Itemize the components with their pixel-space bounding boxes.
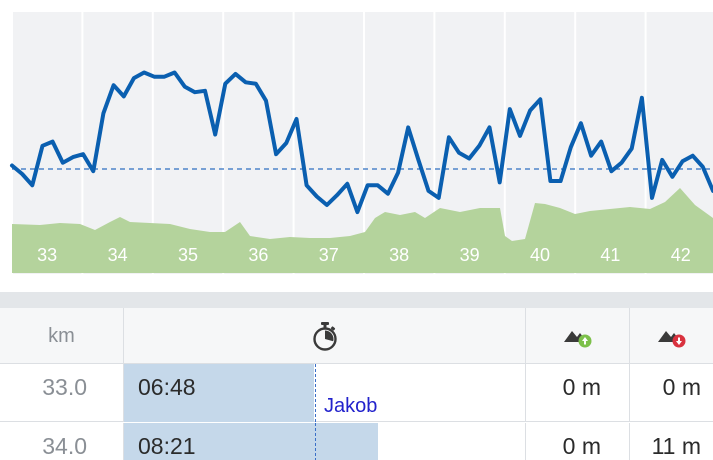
chart-table-divider <box>0 292 713 308</box>
km-axis-label: 35 <box>178 245 198 265</box>
time-cell: 08:21 <box>124 423 526 460</box>
km-value: 34.0 <box>42 433 87 459</box>
km-axis-label: 33 <box>37 245 57 265</box>
descent-value: 0 m <box>662 374 701 400</box>
ascent-cell: 0 m <box>526 364 630 422</box>
marker-label: Jakob <box>321 395 381 418</box>
marker-line <box>315 364 316 422</box>
descent-icon <box>657 331 685 348</box>
km-axis-label: 36 <box>248 245 268 265</box>
header-descent[interactable] <box>630 308 713 364</box>
km-axis-label: 41 <box>600 245 620 265</box>
header-km[interactable]: km <box>0 308 124 364</box>
km-cell: 33.0 <box>0 364 124 422</box>
km-axis-label: 38 <box>389 245 409 265</box>
km-cell: 34.0 <box>0 423 124 460</box>
pace-chart: 33 34 35 36 37 38 39 40 41 42 <box>10 12 713 274</box>
time-cell: 06:48 Jakob <box>124 364 526 422</box>
km-value: 33.0 <box>42 374 87 400</box>
header-ascent[interactable] <box>526 308 630 364</box>
ascent-cell: 0 m <box>526 423 630 460</box>
time-value: 08:21 <box>138 433 196 459</box>
elevation-area <box>12 188 713 273</box>
pace-chart-svg: 33 34 35 36 37 38 39 40 41 42 <box>10 12 713 274</box>
ascent-value: 0 m <box>562 374 601 400</box>
descent-cell: 0 m <box>630 364 713 422</box>
table-row[interactable]: 33.0 06:48 Jakob 0 m 0 m <box>0 364 713 422</box>
table-row[interactable]: 34.0 08:21 0 m 11 m <box>0 423 713 460</box>
km-axis-label: 34 <box>108 245 128 265</box>
header-time[interactable] <box>124 308 526 364</box>
time-bar <box>124 423 378 460</box>
km-axis-label: 42 <box>671 245 691 265</box>
stopwatch-icon <box>312 322 337 351</box>
descent-cell: 11 m <box>630 423 713 460</box>
splits-table-header: km <box>0 308 713 364</box>
pace-line <box>10 70 713 215</box>
time-value: 06:48 <box>138 374 196 400</box>
km-axis-label: 39 <box>460 245 480 265</box>
ascent-icon <box>563 331 591 348</box>
marker-line <box>315 423 316 460</box>
header-km-label: km <box>48 324 75 347</box>
descent-value: 11 m <box>651 433 701 459</box>
km-axis-label: 37 <box>319 245 339 265</box>
ascent-value: 0 m <box>562 433 601 459</box>
time-bar <box>124 364 314 422</box>
km-axis-label: 40 <box>530 245 550 265</box>
